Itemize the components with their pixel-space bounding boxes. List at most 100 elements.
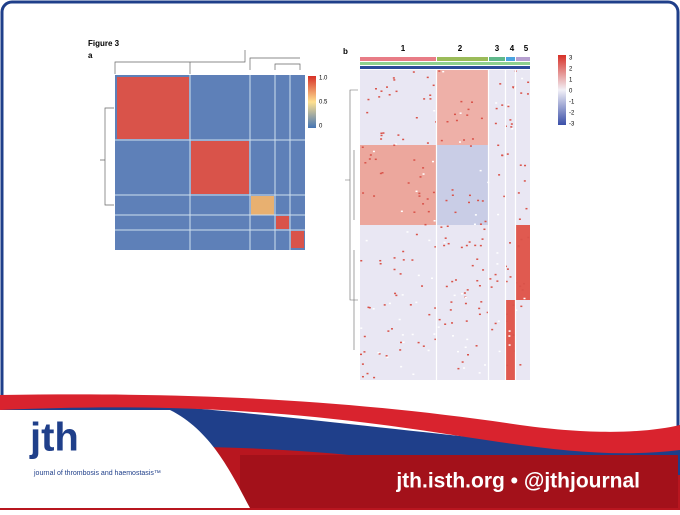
speckle: [501, 154, 504, 157]
speckle: [517, 192, 520, 194]
speckle: [395, 294, 398, 297]
speckle: [386, 356, 389, 359]
speckle: [464, 302, 467, 305]
speckle: [526, 93, 529, 95]
speckle: [457, 350, 460, 353]
speckle: [390, 328, 393, 330]
speckle: [433, 220, 436, 222]
speckle: [451, 322, 454, 324]
speckle: [471, 138, 474, 140]
scale-label: 0.5: [319, 100, 328, 106]
speckle: [411, 259, 414, 261]
speckle: [401, 294, 404, 296]
speckle: [446, 225, 449, 228]
speckle: [422, 167, 425, 169]
speckle: [389, 302, 392, 305]
speckle: [423, 98, 426, 100]
speckle: [415, 233, 418, 236]
scale-label: 2: [569, 67, 573, 73]
speckle: [364, 162, 367, 164]
speckle: [517, 245, 520, 247]
speckle: [440, 226, 443, 228]
speckle: [478, 284, 481, 287]
speckle: [477, 199, 480, 202]
speckle: [411, 333, 414, 336]
speckle: [468, 241, 471, 243]
speckle: [496, 263, 499, 265]
speckle: [505, 313, 508, 316]
speckle: [520, 238, 523, 241]
cluster-bar: [516, 57, 530, 61]
speckle: [512, 334, 515, 336]
speckle: [460, 293, 463, 295]
speckle: [503, 195, 506, 198]
speckle: [430, 277, 433, 280]
speckle: [386, 86, 389, 88]
speckle: [473, 223, 476, 226]
speckle: [402, 259, 405, 261]
speckle: [495, 107, 498, 110]
speckle: [440, 139, 443, 142]
speckle: [398, 318, 401, 321]
speckle: [450, 301, 453, 303]
speckle: [489, 278, 492, 280]
speckle: [494, 322, 497, 325]
speckle: [419, 176, 422, 178]
speckle: [451, 280, 454, 283]
speckle: [491, 328, 494, 331]
speckle: [378, 96, 381, 98]
speckle: [380, 132, 383, 134]
speckle: [413, 159, 416, 161]
scale-label: 3: [569, 56, 573, 62]
scale-label: 1.0: [319, 76, 328, 82]
speckle: [366, 372, 369, 375]
speckle: [426, 198, 429, 200]
speckle: [394, 292, 397, 295]
speckle: [506, 268, 509, 270]
speckle: [466, 114, 469, 116]
speckle: [383, 304, 386, 306]
cluster-bar: [489, 57, 505, 61]
speckle: [481, 238, 484, 240]
speckle: [397, 134, 400, 136]
speckle: [476, 279, 479, 282]
speckle: [486, 311, 489, 314]
speckle: [361, 146, 364, 148]
figure-title: Figure 3: [88, 39, 120, 48]
speckle: [381, 172, 384, 174]
speckle: [413, 211, 416, 213]
speckle: [374, 158, 377, 161]
heatmap-block: [506, 300, 515, 380]
speckle: [426, 76, 429, 79]
speckle: [428, 313, 431, 316]
speckle: [362, 192, 365, 194]
speckle: [498, 350, 501, 353]
speckle: [401, 334, 404, 336]
speckle: [367, 98, 370, 101]
speckle: [453, 113, 456, 116]
speckle: [380, 90, 383, 92]
panel-a: Figure 3 a 1.0 0.5 0: [88, 39, 328, 250]
speckle: [478, 307, 481, 310]
speckle: [395, 90, 398, 93]
speckle: [467, 354, 470, 356]
speckle: [481, 200, 484, 202]
speckle: [432, 191, 435, 194]
speckle: [479, 223, 482, 225]
speckle: [412, 71, 415, 73]
speckle: [443, 244, 446, 247]
cluster-label: 4: [510, 44, 515, 53]
speckle: [380, 134, 383, 137]
heatmap-separators: [115, 75, 305, 250]
speckle: [499, 83, 502, 85]
speckle: [521, 289, 524, 291]
speckle: [497, 320, 500, 322]
speckle: [424, 223, 427, 226]
heatmap-block: [117, 77, 189, 139]
speckle: [512, 86, 515, 88]
speckle: [496, 252, 499, 254]
scale-label: 0: [319, 124, 323, 130]
speckle: [523, 180, 526, 182]
speckle: [444, 323, 447, 325]
